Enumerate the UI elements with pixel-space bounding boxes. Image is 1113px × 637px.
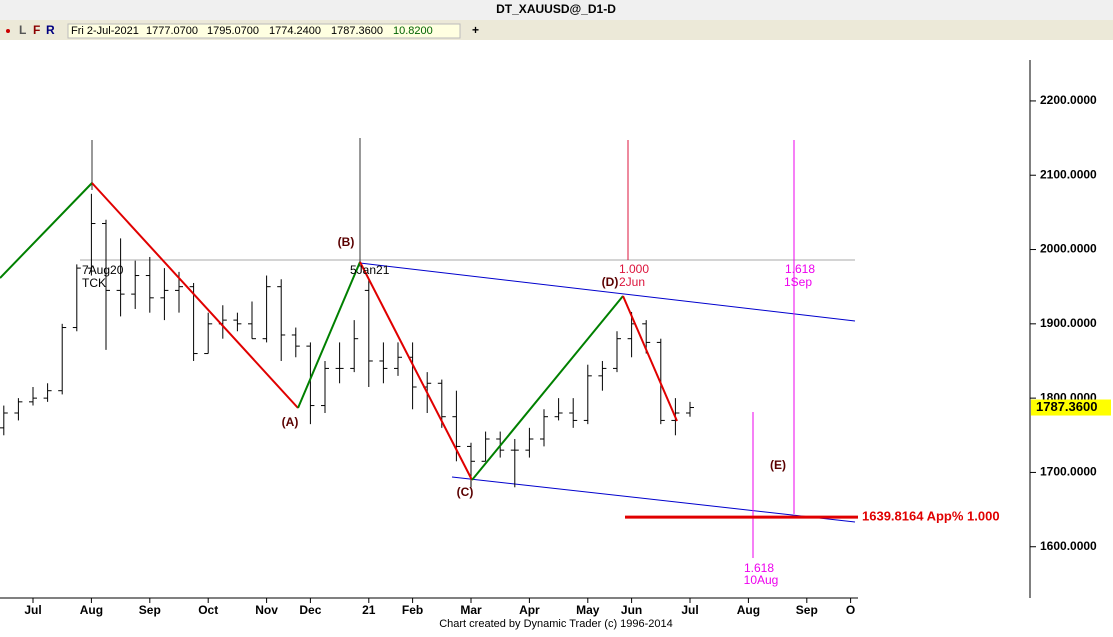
wave-line xyxy=(471,295,624,481)
info-open: 1777.0700 xyxy=(146,25,198,37)
channel-line xyxy=(359,262,856,322)
button-f[interactable]: F xyxy=(33,23,40,37)
title-bar xyxy=(0,0,1113,20)
footer: Chart created by Dynamic Trader (c) 1996… xyxy=(439,618,673,630)
button-r[interactable]: R xyxy=(46,23,55,37)
wave-line xyxy=(297,261,361,409)
x-tick-label: Dec xyxy=(299,603,321,617)
ratio-label: 1.618 xyxy=(744,561,774,575)
wave-label: (D) xyxy=(602,275,619,289)
wave-label: (C) xyxy=(457,485,474,499)
button-l[interactable]: L xyxy=(19,23,26,37)
add-button[interactable]: + xyxy=(472,23,479,37)
y-tick-label: 2000.0000 xyxy=(1040,242,1097,256)
date-label: 5Jan21 xyxy=(350,263,390,277)
x-tick-label: Apr xyxy=(519,603,540,617)
x-tick-label: Sep xyxy=(796,603,818,617)
x-tick-label: Nov xyxy=(255,603,278,617)
info-close: 1787.3600 xyxy=(331,25,383,37)
date-label: 2Jun xyxy=(619,275,645,289)
last-price-box xyxy=(1031,399,1111,416)
last-price-label: 1787.3600 xyxy=(1036,399,1097,414)
y-tick-label: 2200.0000 xyxy=(1040,93,1097,107)
tck-label: TCK xyxy=(82,276,106,290)
x-tick-label: Jul xyxy=(24,603,41,617)
wave-label: (E) xyxy=(770,458,786,472)
wave-label: (A) xyxy=(282,415,299,429)
info-range: 10.8200 xyxy=(393,25,433,37)
date-label: 7Aug20 xyxy=(82,263,124,277)
info-high: 1795.0700 xyxy=(207,25,259,37)
target-label: 1639.8164 App% 1.000 xyxy=(862,509,1000,524)
x-tick-label: Aug xyxy=(737,603,760,617)
channel-line xyxy=(451,476,856,523)
x-tick-label: May xyxy=(576,603,600,617)
wave-label: (B) xyxy=(338,235,355,249)
y-tick-label: 1700.0000 xyxy=(1040,465,1097,479)
x-tick-label: Feb xyxy=(402,603,423,617)
info-low: 1774.2400 xyxy=(269,25,321,37)
info-date: Fri 2-Jul-2021 xyxy=(71,25,139,37)
x-tick-label: Jul xyxy=(681,603,698,617)
ratio-label: 1.000 xyxy=(619,262,649,276)
info-box xyxy=(67,23,461,39)
chart-title: DT_XAUUSD@_D1-D xyxy=(496,2,616,16)
wave-line xyxy=(91,182,299,409)
x-tick-label: 21 xyxy=(362,603,376,617)
x-tick-label: Oct xyxy=(198,603,218,617)
date-label: 10Aug xyxy=(744,573,779,587)
x-tick-label: Jun xyxy=(621,603,642,617)
x-tick-label: O xyxy=(846,603,855,617)
y-tick-label: 2100.0000 xyxy=(1040,167,1097,181)
x-tick-label: Sep xyxy=(139,603,161,617)
x-tick-label: Mar xyxy=(460,603,482,617)
y-tick-label: 1900.0000 xyxy=(1040,316,1097,330)
date-label: 1Sep xyxy=(784,275,812,289)
x-tick-label: Aug xyxy=(80,603,103,617)
wave-line xyxy=(622,295,678,422)
ratio-label: 1.618 xyxy=(785,262,815,276)
dot xyxy=(6,29,10,33)
wave-line xyxy=(0,182,93,279)
y-tick-label: 1600.0000 xyxy=(1040,539,1097,553)
wave-line xyxy=(359,261,473,481)
